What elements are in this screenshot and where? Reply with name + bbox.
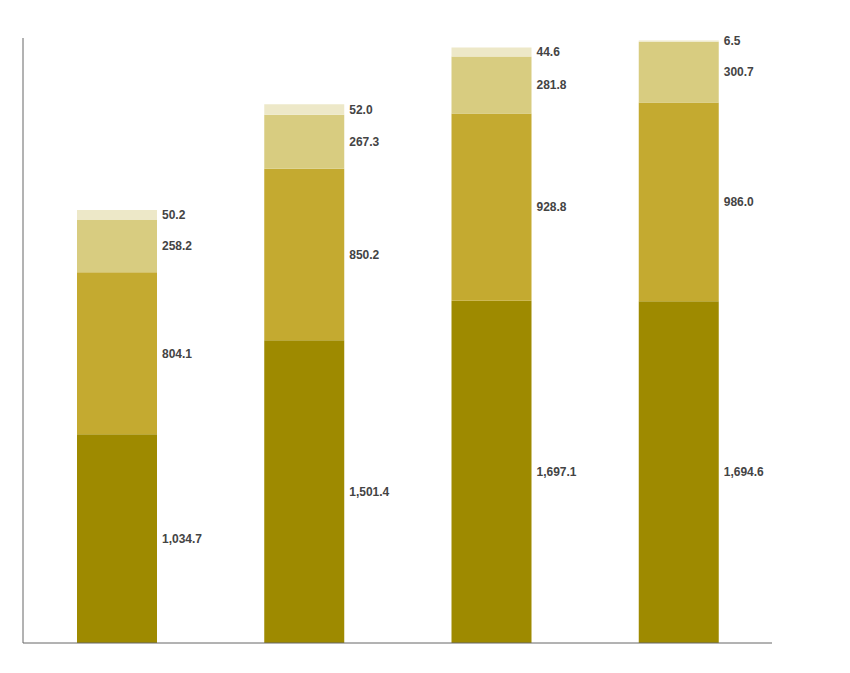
svg-text:1,501.4: 1,501.4	[349, 485, 389, 499]
svg-text:281.8: 281.8	[537, 78, 567, 92]
svg-text:850.2: 850.2	[349, 248, 379, 262]
svg-text:986.0: 986.0	[724, 195, 754, 209]
svg-text:52.0: 52.0	[349, 103, 373, 117]
svg-text:258.2: 258.2	[162, 239, 192, 253]
svg-text:1,034.7: 1,034.7	[162, 532, 202, 546]
svg-text:6.5: 6.5	[724, 34, 741, 48]
svg-text:300.7: 300.7	[724, 65, 754, 79]
svg-text:804.1: 804.1	[162, 347, 192, 361]
svg-text:267.3: 267.3	[349, 135, 379, 149]
svg-text:44.6: 44.6	[537, 45, 561, 59]
svg-text:50.2: 50.2	[162, 208, 186, 222]
svg-text:1,697.1: 1,697.1	[537, 465, 577, 479]
svg-text:928.8: 928.8	[537, 200, 567, 214]
svg-text:1,694.6: 1,694.6	[724, 465, 764, 479]
